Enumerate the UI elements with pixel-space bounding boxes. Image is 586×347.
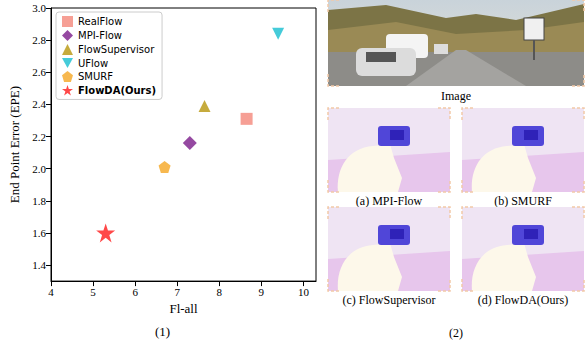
svg-text:2.4: 2.4 (32, 98, 46, 110)
svg-text:(a) MPI-Flow: (a) MPI-Flow (356, 194, 423, 208)
svg-text:4: 4 (48, 286, 54, 298)
svg-text:Fl-all: Fl-all (169, 301, 198, 316)
html-text:(1): (1) (154, 324, 171, 339)
svg-text:7: 7 (174, 286, 180, 298)
svg-text:10: 10 (298, 286, 310, 298)
svg-text:(c) FlowSupervisor: (c) FlowSupervisor (343, 293, 436, 307)
svg-text:Image: Image (441, 89, 471, 103)
svg-text:2.0: 2.0 (32, 163, 46, 175)
svg-text:UFlow: UFlow (78, 58, 108, 69)
svg-text:FlowDA(Ours): FlowDA(Ours) (78, 85, 156, 96)
svg-text:5: 5 (90, 286, 96, 298)
svg-text:(b) SMURF: (b) SMURF (494, 194, 552, 208)
svg-text:1.8: 1.8 (32, 195, 46, 207)
svg-text:SMURF: SMURF (78, 71, 113, 82)
svg-text:FlowSupervisor: FlowSupervisor (78, 44, 155, 55)
svg-text:2.6: 2.6 (32, 66, 46, 78)
svg-text:RealFlow: RealFlow (78, 16, 122, 27)
svg-text:End Point Error (EPE): End Point Error (EPE) (7, 86, 22, 203)
svg-text:(2): (2) (449, 326, 463, 340)
svg-text:1.6: 1.6 (32, 227, 46, 239)
svg-text:6: 6 (132, 286, 138, 298)
svg-text:2.2: 2.2 (32, 131, 46, 143)
svg-text:8: 8 (217, 286, 223, 298)
svg-text:1.4: 1.4 (32, 259, 46, 271)
svg-text:2.8: 2.8 (32, 34, 46, 46)
svg-text:(d) FlowDA(Ours): (d) FlowDA(Ours) (478, 293, 568, 307)
svg-text:MPI-Flow: MPI-Flow (78, 30, 122, 41)
svg-text:3.0: 3.0 (32, 2, 46, 14)
svg-text:9: 9 (259, 286, 265, 298)
